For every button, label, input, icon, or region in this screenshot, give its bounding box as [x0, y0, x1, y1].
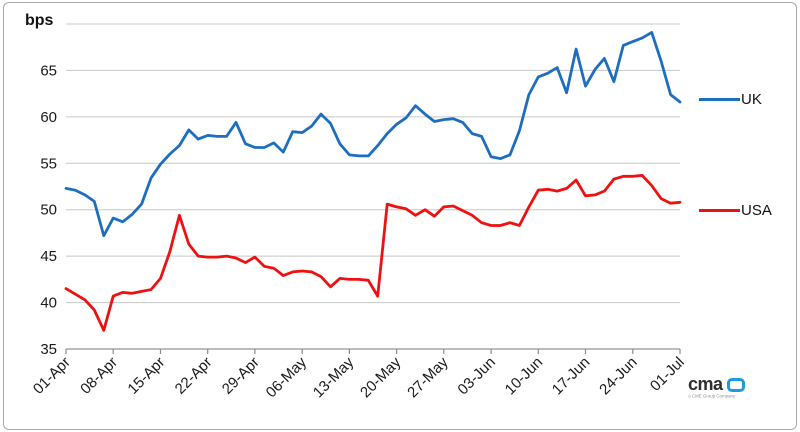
svg-text:35: 35	[40, 341, 57, 358]
svg-text:20-May: 20-May	[357, 353, 405, 401]
svg-text:01-Jul: 01-Jul	[647, 354, 688, 395]
series-line-uk	[64, 30, 682, 238]
y-axis-tick-labels: 35 40 45 50 55 60 65	[40, 62, 57, 358]
cma-logo: cma A CME Group Company	[688, 375, 778, 402]
svg-text:29-Apr: 29-Apr	[219, 354, 263, 398]
svg-text:60: 60	[40, 109, 57, 126]
legend-item-uk: UK	[699, 91, 762, 108]
legend-item-usa: USA	[699, 202, 772, 219]
gridlines	[66, 23, 680, 304]
svg-text:24-Jun: 24-Jun	[596, 354, 640, 398]
chart-frame: bps 35 40 45 50 55 60 65 01-Apr 08-Apr 15-Apr 22-A…	[3, 2, 797, 430]
svg-text:17-Jun: 17-Jun	[549, 354, 593, 398]
svg-text:01-Apr: 01-Apr	[30, 354, 74, 398]
y-axis-unit-label: bps	[25, 12, 54, 29]
svg-text:13-May: 13-May	[310, 353, 358, 401]
svg-text:40: 40	[40, 295, 57, 312]
cma-logo-mark-icon	[726, 378, 745, 392]
svg-text:10-Jun: 10-Jun	[502, 354, 546, 398]
svg-text:06-May: 06-May	[263, 353, 311, 401]
svg-text:27-May: 27-May	[404, 353, 452, 401]
svg-text:15-Apr: 15-Apr	[124, 354, 168, 398]
line-chart-plot: 35 40 45 50 55 60 65 01-Apr 08-Apr 15-Apr 22-Apr 29…	[30, 23, 688, 401]
legend-label-uk: UK	[741, 91, 762, 108]
svg-text:50: 50	[40, 202, 57, 219]
usa-line-swatch	[699, 209, 740, 212]
svg-text:08-Apr: 08-Apr	[77, 354, 121, 398]
svg-text:45: 45	[40, 248, 57, 265]
cma-logo-subtext: A CME Group Company	[688, 393, 736, 399]
x-axis-tick-labels: 01-Apr 08-Apr 15-Apr 22-Apr 29-Apr 06-May 13-M…	[30, 353, 688, 401]
x-axis	[65, 348, 681, 354]
uk-line-swatch	[699, 98, 740, 101]
svg-text:55: 55	[40, 155, 57, 172]
cma-logo-text: cma	[688, 374, 723, 394]
svg-text:03-Jun: 03-Jun	[454, 354, 498, 398]
svg-text:22-Apr: 22-Apr	[172, 354, 216, 398]
series-line-usa	[64, 173, 682, 332]
svg-text:65: 65	[40, 62, 57, 79]
legend-label-usa: USA	[741, 202, 772, 219]
cma-logo-row: cma	[688, 375, 778, 393]
